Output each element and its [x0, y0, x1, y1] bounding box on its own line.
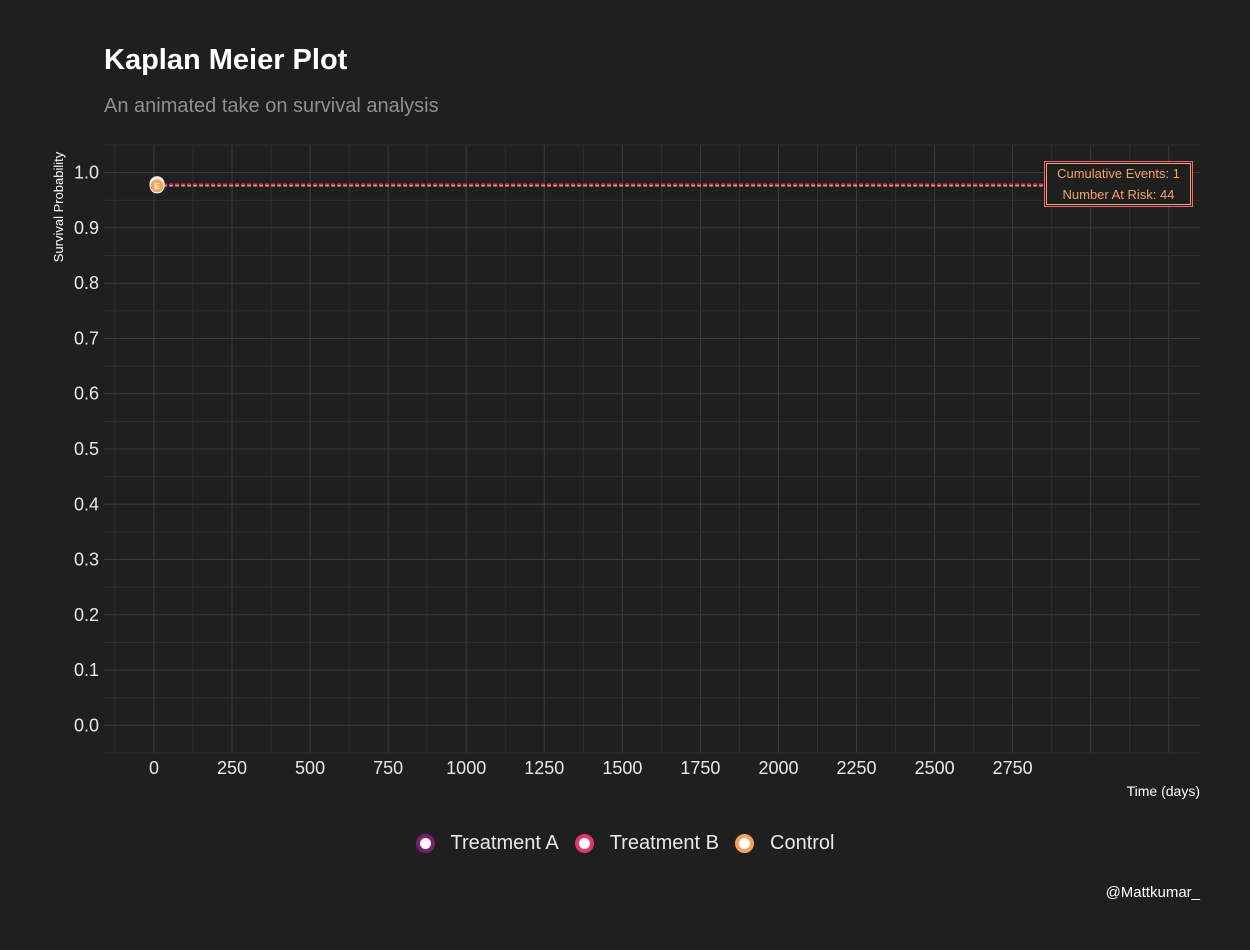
- legend-label: Treatment A: [450, 832, 559, 854]
- x-tick-label: 2250: [837, 758, 877, 778]
- legend-swatch-treatment-a-icon: [415, 834, 435, 853]
- cumulative-events-text: Cumulative Events: 1: [1057, 166, 1180, 181]
- number-at-risk-text: Number At Risk: 44: [1062, 187, 1175, 202]
- legend-item-treatment-a: Treatment A: [415, 832, 559, 855]
- event-annotation-box: Cumulative Events: 1 Number At Risk: 44: [1044, 161, 1193, 207]
- x-tick-labels: 0 250 500 750 1000 1250 1500 1750 2000 2250 2500 27…: [149, 758, 1033, 778]
- x-tick-label: 1500: [602, 758, 642, 778]
- grid-lines: [104, 144, 1200, 754]
- data-point: [149, 178, 165, 194]
- chart-subtitle: An animated take on survival analysis: [104, 95, 439, 117]
- y-tick-labels: 0.0 0.1 0.2 0.3 0.4 0.5 0.6 0.7 0.8 0.9 1.0: [74, 163, 99, 736]
- y-tick-label: 0.6: [74, 384, 99, 404]
- y-tick-label: 0.3: [74, 550, 99, 570]
- x-tick-label: 2000: [758, 758, 798, 778]
- data-point-label: E: [154, 182, 160, 191]
- y-tick-label: 0.7: [74, 328, 99, 348]
- legend-item-treatment-b: Treatment B: [574, 832, 719, 855]
- x-tick-label: 2500: [915, 758, 955, 778]
- y-axis-label: Survival Probability: [51, 151, 66, 262]
- legend-label: Control: [770, 832, 835, 854]
- data-points: EEE: [149, 176, 165, 194]
- x-tick-label: 1750: [680, 758, 720, 778]
- y-tick-label: 0.9: [74, 218, 99, 238]
- y-tick-label: 1.0: [74, 163, 99, 183]
- legend-swatch-treatment-b-icon: [574, 834, 594, 853]
- y-tick-label: 0.5: [74, 439, 99, 459]
- reference-lines: [157, 183, 1044, 187]
- legend: Treatment A Treatment B Control: [0, 832, 1250, 855]
- y-tick-label: 0.0: [74, 715, 99, 735]
- x-tick-label: 1250: [524, 758, 564, 778]
- y-tick-label: 0.2: [74, 605, 99, 625]
- author-credit: @Mattkumar_: [1105, 884, 1200, 901]
- x-tick-label: 2750: [993, 758, 1033, 778]
- y-tick-label: 0.4: [74, 494, 99, 514]
- x-tick-label: 750: [373, 758, 403, 778]
- y-tick-label: 0.1: [74, 660, 99, 680]
- x-tick-label: 1000: [446, 758, 486, 778]
- legend-swatch-control-icon: [735, 834, 754, 853]
- y-tick-label: 0.8: [74, 273, 99, 293]
- x-axis-label: Time (days): [1127, 783, 1200, 799]
- x-tick-label: 250: [217, 758, 247, 778]
- chart-title: Kaplan Meier Plot: [104, 44, 348, 76]
- legend-item-control: Control: [735, 832, 834, 855]
- x-tick-label: 0: [149, 758, 159, 778]
- legend-label: Treatment B: [609, 832, 719, 854]
- x-tick-label: 500: [295, 758, 325, 778]
